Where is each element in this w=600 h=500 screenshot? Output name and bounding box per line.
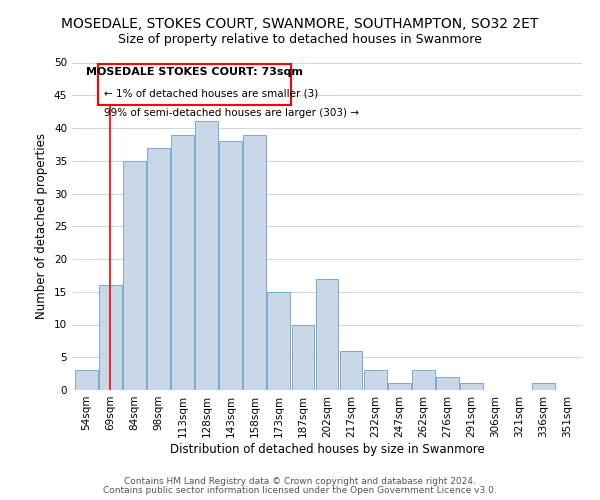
Bar <box>99 285 122 390</box>
Bar <box>412 370 434 390</box>
Bar <box>171 134 194 390</box>
Text: 99% of semi-detached houses are larger (303) →: 99% of semi-detached houses are larger (… <box>104 108 359 118</box>
Bar <box>436 377 459 390</box>
FancyBboxPatch shape <box>98 64 291 105</box>
Text: Contains public sector information licensed under the Open Government Licence v3: Contains public sector information licen… <box>103 486 497 495</box>
Bar <box>75 370 98 390</box>
Bar <box>292 324 314 390</box>
Bar <box>195 122 218 390</box>
Text: MOSEDALE STOKES COURT: 73sqm: MOSEDALE STOKES COURT: 73sqm <box>86 67 303 77</box>
X-axis label: Distribution of detached houses by size in Swanmore: Distribution of detached houses by size … <box>170 442 484 456</box>
Bar <box>220 141 242 390</box>
Bar <box>388 384 410 390</box>
Text: ← 1% of detached houses are smaller (3): ← 1% of detached houses are smaller (3) <box>104 88 318 99</box>
Text: MOSEDALE, STOKES COURT, SWANMORE, SOUTHAMPTON, SO32 2ET: MOSEDALE, STOKES COURT, SWANMORE, SOUTHA… <box>61 18 539 32</box>
Bar <box>268 292 290 390</box>
Bar <box>460 384 483 390</box>
Text: Contains HM Land Registry data © Crown copyright and database right 2024.: Contains HM Land Registry data © Crown c… <box>124 477 476 486</box>
Bar <box>316 278 338 390</box>
Bar <box>532 384 555 390</box>
Bar <box>340 350 362 390</box>
Y-axis label: Number of detached properties: Number of detached properties <box>35 133 49 320</box>
Bar <box>123 161 146 390</box>
Bar <box>147 148 170 390</box>
Bar <box>244 134 266 390</box>
Bar <box>364 370 386 390</box>
Text: Size of property relative to detached houses in Swanmore: Size of property relative to detached ho… <box>118 33 482 46</box>
